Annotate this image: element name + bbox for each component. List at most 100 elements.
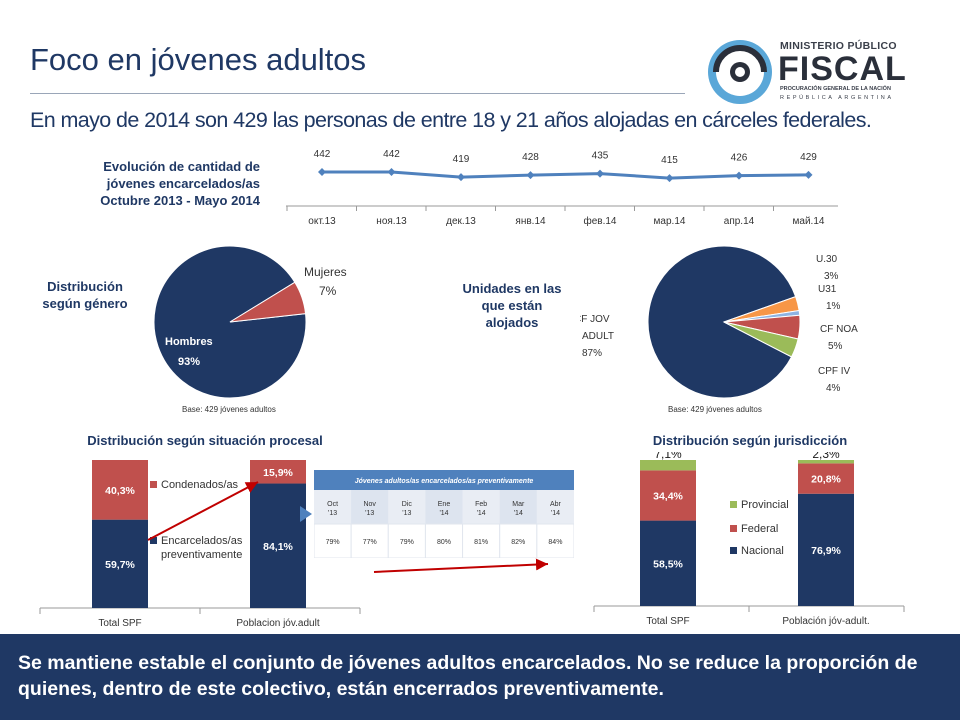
gender-pie-chart: Hombres 93% Mujeres 7% Base: 429 jóvenes adu… xyxy=(153,245,347,414)
base-note: Base: 429 jóvenes adultos xyxy=(182,405,276,414)
evolution-label: Evolución de cantidad de jóvenes encarce… xyxy=(40,158,260,209)
table-header-cell xyxy=(314,490,352,524)
table-title-bg xyxy=(314,470,574,490)
table-header-label: Mar xyxy=(512,501,525,508)
bar-label: 7,1% xyxy=(654,452,682,461)
bar-segment xyxy=(250,460,306,484)
slice-value: 7% xyxy=(319,284,337,298)
table-header-cell xyxy=(425,490,463,524)
table-header-label: Feb xyxy=(475,501,487,508)
x-tick-label: дек.13 xyxy=(446,216,476,227)
bar-segment xyxy=(798,460,854,464)
data-label: 442 xyxy=(314,149,331,160)
units-label-line: Unidades en las xyxy=(462,281,562,296)
data-label: 415 xyxy=(661,155,678,166)
slice-label: U31 xyxy=(818,284,837,295)
legend-label: preventivamente xyxy=(161,549,242,561)
legend-label: Condenados/as xyxy=(161,479,239,491)
legend-swatch xyxy=(150,481,157,488)
table-cell xyxy=(462,523,501,558)
table-value: 79% xyxy=(326,539,340,546)
units-label: Unidades en las que están alojados xyxy=(447,280,577,331)
data-label: 428 xyxy=(522,152,539,163)
table-header-label: '14 xyxy=(514,510,523,517)
sun-emblem-icon xyxy=(708,40,772,104)
table-header-label: Nov xyxy=(363,501,376,508)
page-subtitle: En mayo de 2014 son 429 las personas de … xyxy=(30,108,872,132)
slice-label: U.30 xyxy=(816,254,838,265)
bar-label: 20,8% xyxy=(811,474,841,486)
table-arrow xyxy=(373,558,549,573)
conclusion-bar xyxy=(0,634,960,720)
table-header-cell xyxy=(536,490,574,524)
jurisdiccion-label: Distribución según jurisdicción xyxy=(652,433,848,448)
data-point xyxy=(387,168,396,176)
procesal-label: Distribución según situación procesal xyxy=(87,433,323,448)
bar-segment xyxy=(798,493,854,606)
pie-slice-cf-jov-adult xyxy=(647,245,797,399)
table-header-cell xyxy=(351,490,389,524)
data-label: 442 xyxy=(383,149,400,160)
series-line xyxy=(322,170,809,180)
bar-label: 58,5% xyxy=(653,558,683,570)
data-point xyxy=(457,173,465,182)
gender-label-line: según género xyxy=(42,296,128,311)
slice-label: CF NOA xyxy=(820,324,858,335)
procesal-bar-chart: 59,7% 40,3% Total SPF 84,1% 15,9% Poblacion j… xyxy=(39,460,361,629)
slice-label: 1% xyxy=(826,301,841,312)
evolution-label-line: Evolución de cantidad de xyxy=(103,159,260,174)
data-label: 419 xyxy=(453,154,470,165)
table-header-label: '13 xyxy=(365,510,374,517)
table-header-label: Oct xyxy=(327,501,338,508)
logo-line-1: PROCURACIÓN GENERAL DE LA NACIÓN xyxy=(780,86,891,92)
bar-segment xyxy=(92,460,148,520)
data-point xyxy=(596,169,604,178)
table-value: 77% xyxy=(363,539,377,546)
logo-title: MINISTERIO PÚBLICO xyxy=(780,40,897,52)
data-point xyxy=(318,168,326,176)
data-point xyxy=(665,174,674,183)
x-tick-label: фев.14 xyxy=(583,215,616,227)
slice-label: Hombres xyxy=(165,336,213,348)
x-tick-label: Poblacion jóv.adult xyxy=(236,618,319,629)
table-title: Jóvenes adultos/as encarcelados/as preve… xyxy=(355,478,534,485)
bar-segment xyxy=(798,463,854,494)
evolution-label-line: jóvenes encarcelados/as xyxy=(106,176,260,191)
x-tick-label: май.14 xyxy=(793,216,825,227)
slice-label: ADULT xyxy=(582,331,614,342)
legend-swatch xyxy=(730,525,737,532)
jurisdiccion-bar-chart: 58,5% 34,4% 7,1% Total SPF 76,9% 20,8% 2,3% Pob… xyxy=(593,452,905,627)
legend-swatch xyxy=(150,537,157,544)
slice-label: Mujeres xyxy=(304,265,347,279)
bar-label: 34,4% xyxy=(653,490,683,502)
table-header-label: '14 xyxy=(439,510,448,517)
bar-label: 40,3% xyxy=(105,485,135,497)
table-cell xyxy=(499,523,538,558)
x-tick-label: мар.14 xyxy=(654,216,686,227)
table-value: 81% xyxy=(474,539,488,546)
table-value: 84% xyxy=(548,539,562,546)
slice-label: 5% xyxy=(828,341,843,352)
slice-label: 3% xyxy=(824,271,839,282)
bar-label: 59,7% xyxy=(105,559,135,571)
table-header-label: '14 xyxy=(477,510,486,517)
logo-line-2: REPÚBLICA ARGENTINA xyxy=(780,95,894,101)
slice-label: 4% xyxy=(826,383,841,394)
x-tick-label: Total SPF xyxy=(98,618,141,629)
table-value: 79% xyxy=(400,539,414,546)
data-point xyxy=(804,170,813,179)
table-cell xyxy=(314,523,352,558)
bar-label: 84,1% xyxy=(263,541,293,553)
legend-swatch xyxy=(730,501,737,508)
bar-segment xyxy=(640,460,696,471)
base-note: Base: 429 jóvenes adultos xyxy=(668,405,762,414)
slice-value: 93% xyxy=(178,356,200,368)
conclusion-text: Se mantiene estable el conjunto de jóven… xyxy=(18,652,918,700)
units-pie-chart: CF JOV ADULT 87% U.30 3% U31 1% CF NOA 5% CPF IV 4… xyxy=(580,245,858,414)
data-label: 426 xyxy=(731,153,748,164)
table-cell xyxy=(424,523,464,558)
table-header-cell xyxy=(462,490,500,524)
evolution-label-line: Octubre 2013 - Mayo 2014 xyxy=(100,193,260,208)
slice-label: CF JOV xyxy=(580,314,610,325)
data-point xyxy=(526,171,535,180)
